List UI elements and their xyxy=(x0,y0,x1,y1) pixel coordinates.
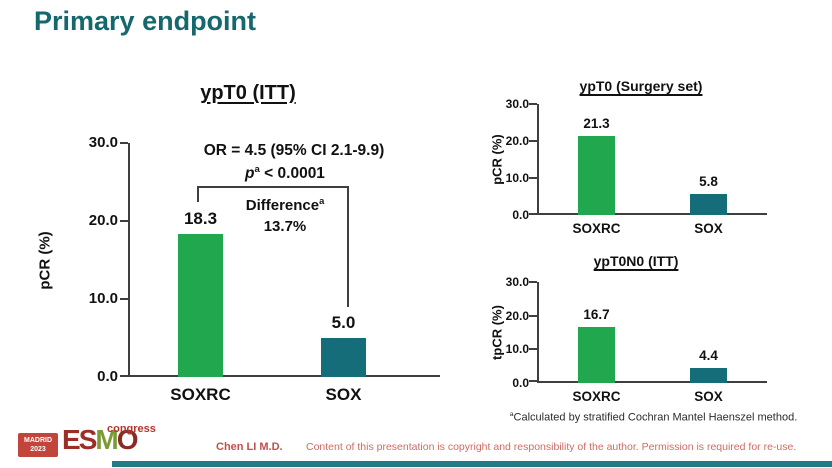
bar-group-sox: 5.8 SOX xyxy=(690,104,727,236)
y-tick xyxy=(120,298,128,300)
x-category-label: SOX xyxy=(694,221,723,236)
bar-rect-sox xyxy=(690,368,727,383)
footnote: aCalculated by stratified Cochran Mantel… xyxy=(475,411,832,424)
y-tick-label: 10.0 xyxy=(505,171,529,185)
y-tick xyxy=(120,220,128,222)
x-category-label: SOX xyxy=(694,389,723,404)
x-category-label: SOX xyxy=(325,385,362,404)
slide-title: Primary endpoint xyxy=(34,6,257,36)
y-tick-label: 0.0 xyxy=(97,368,118,385)
bar-rect-sox xyxy=(690,193,727,215)
madrid-2023-badge: MADRID 2023 xyxy=(18,433,58,457)
chart-ypt0-itt: ypT0 (ITT) pCR (%) 30.0 20.0 10.0 0.0 18… xyxy=(30,80,460,430)
x-category-label: SOXRC xyxy=(170,385,231,404)
bar-rect-soxrc xyxy=(578,136,615,215)
bar-group-soxrc: 16.7 SOXRC xyxy=(572,282,620,404)
esmo-letter: O xyxy=(116,424,139,455)
bar-value: 18.3 xyxy=(183,209,218,229)
y-tick-label: 20.0 xyxy=(505,134,529,148)
x-axis xyxy=(537,381,767,383)
comparison-bracket-left-tick xyxy=(197,186,199,202)
madrid-year: 2023 xyxy=(30,446,46,454)
y-tick-label: 0.0 xyxy=(512,376,529,390)
y-axis-label: pCR (%) xyxy=(489,134,505,185)
footer-accent-bar xyxy=(112,461,832,467)
bar-rect-soxrc xyxy=(178,234,223,377)
chart-title: ypT0 (Surgery set) xyxy=(579,78,703,94)
y-tick-label: 20.0 xyxy=(505,309,529,323)
plot-area: 18.3 SOXRC 5.0 SOX xyxy=(120,142,440,404)
y-axis xyxy=(537,104,539,215)
y-tick xyxy=(529,103,537,105)
x-category-label: SOXRC xyxy=(572,389,621,404)
esmo-wordmark: ESMO xyxy=(62,424,139,456)
difference-superscript: a xyxy=(319,196,325,206)
chart-title: ypT0N0 (ITT) xyxy=(593,253,679,269)
plot-area: 16.7 SOXRC 4.4 SOX xyxy=(529,281,767,404)
y-tick-label: 0.0 xyxy=(512,208,529,222)
p-value-text: < 0.0001 xyxy=(259,165,325,183)
y-tick-label: 30.0 xyxy=(88,134,118,151)
y-tick xyxy=(120,375,128,377)
y-tick xyxy=(120,142,128,144)
bar-value: 16.7 xyxy=(583,306,610,322)
bar-group-soxrc: 18.3 SOXRC xyxy=(170,143,230,404)
y-axis-label: pCR (%) xyxy=(36,231,54,290)
p-symbol: p xyxy=(245,165,255,183)
y-tick xyxy=(529,281,537,283)
footnote-text: Calculated by stratified Cochran Mantel … xyxy=(513,411,798,424)
bar-value: 21.3 xyxy=(583,116,610,132)
bar-rect-soxrc xyxy=(578,326,615,383)
bar-group-sox: 5.0 SOX xyxy=(321,143,366,404)
p-value-annotation: pa < 0.0001 xyxy=(145,164,425,183)
difference-text: Difference xyxy=(245,197,320,214)
y-tick-label: 30.0 xyxy=(505,97,529,111)
bar-rect-sox xyxy=(321,338,366,377)
y-tick xyxy=(529,315,537,317)
y-axis-label: tpCR (%) xyxy=(489,305,505,360)
comparison-bracket-top xyxy=(197,186,349,188)
x-axis xyxy=(128,375,440,377)
chart-ypt0n0-itt: ypT0N0 (ITT) tpCR (%) 30.0 20.0 10.0 0.0… xyxy=(475,248,832,420)
esmo-congress-logo: MADRID 2023 ESMO congress xyxy=(18,423,168,465)
y-axis xyxy=(128,143,130,377)
congress-label: congress xyxy=(107,423,156,435)
p-superscript: a xyxy=(254,164,260,175)
presenter-name: Chen LI M.D. xyxy=(216,441,283,453)
bar-value: 5.0 xyxy=(331,313,356,333)
y-tick-label: 20.0 xyxy=(88,212,118,229)
bar-value: 5.8 xyxy=(699,173,718,189)
copyright-notice: Content of this presentation is copyrigh… xyxy=(306,441,797,453)
bar-value: 4.4 xyxy=(699,348,718,364)
chart-ypt0-surgery-set: ypT0 (Surgery set) pCR (%) 30.0 20.0 10.… xyxy=(475,75,832,247)
esmo-letter: S xyxy=(78,424,98,455)
y-tick xyxy=(529,177,537,179)
esmo-letter: E xyxy=(62,424,81,455)
chart-title: ypT0 (ITT) xyxy=(200,82,296,104)
bar-group-soxrc: 21.3 SOXRC xyxy=(572,104,620,236)
y-tick-label: 10.0 xyxy=(88,290,118,307)
x-axis xyxy=(537,213,767,215)
y-tick xyxy=(529,348,537,350)
y-tick-label: 10.0 xyxy=(505,342,529,356)
y-tick-label: 30.0 xyxy=(505,275,529,289)
difference-value: 13.7% xyxy=(263,218,307,235)
odds-ratio-annotation: OR = 4.5 (95% CI 2.1-9.9) xyxy=(203,142,385,159)
footnote-superscript: a xyxy=(509,411,514,418)
madrid-city: MADRID xyxy=(24,437,52,444)
esmo-letter: M xyxy=(95,424,118,455)
y-tick xyxy=(529,140,537,142)
difference-label: Differencea xyxy=(222,196,348,214)
comparison-bracket-right-drop xyxy=(347,186,349,307)
y-tick xyxy=(529,213,537,215)
y-tick xyxy=(529,380,537,382)
bar-group-sox: 4.4 SOX xyxy=(690,282,727,404)
y-axis xyxy=(537,282,539,383)
plot-area: 21.3 SOXRC 5.8 SOX xyxy=(529,103,767,236)
x-category-label: SOXRC xyxy=(572,221,621,236)
